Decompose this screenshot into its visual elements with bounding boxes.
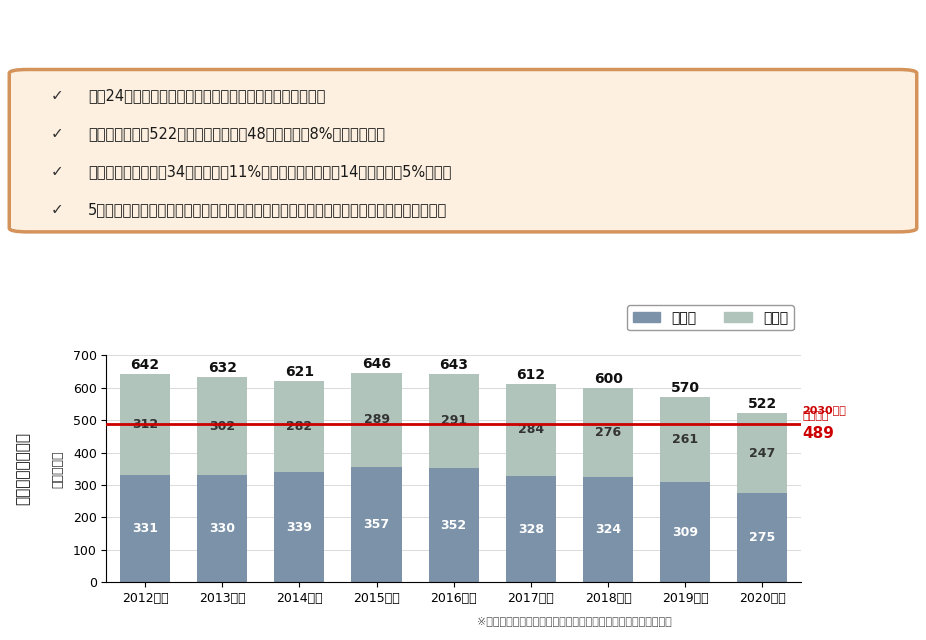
Text: 312: 312 xyxy=(132,418,158,431)
Text: 302: 302 xyxy=(209,420,235,433)
Text: 261: 261 xyxy=(672,433,698,446)
Text: 276: 276 xyxy=(595,426,621,439)
Bar xyxy=(737,493,787,582)
Bar xyxy=(737,413,787,493)
Text: 平成24年度より、食品ロスの発生量の詳細な推計を実施。: 平成24年度より、食品ロスの発生量の詳細な推計を実施。 xyxy=(88,88,325,104)
Bar xyxy=(506,384,556,476)
Text: ✓: ✓ xyxy=(51,202,64,217)
Legend: 事業系, 家庭系: 事業系, 家庭系 xyxy=(627,305,795,330)
Text: 357: 357 xyxy=(364,518,390,531)
Bar xyxy=(197,377,247,476)
Bar xyxy=(583,388,633,477)
Text: 570: 570 xyxy=(670,381,700,396)
Text: 600: 600 xyxy=(594,372,622,386)
Text: 内訳は、事業系が約34万トン（約11%）減少、家庭系が約14万トン（約5%）減少: 内訳は、事業系が約34万トン（約11%）減少、家庭系が約14万トン（約5%）減少 xyxy=(88,164,451,179)
Text: 489: 489 xyxy=(803,426,834,442)
Bar xyxy=(429,468,479,582)
Text: 291: 291 xyxy=(441,415,467,428)
Bar xyxy=(583,477,633,582)
Bar xyxy=(197,476,247,582)
Text: 330: 330 xyxy=(209,522,235,535)
Bar xyxy=(660,397,710,482)
Text: 282: 282 xyxy=(286,420,312,433)
Text: 食品ロスの発生量: 食品ロスの発生量 xyxy=(16,432,31,506)
Text: 令和２年度は約522万トンと、前年比48万トン（約8%）減少した。: 令和２年度は約522万トンと、前年比48万トン（約8%）減少した。 xyxy=(88,126,385,141)
Text: 339: 339 xyxy=(286,521,312,534)
Text: （万トン）: （万トン） xyxy=(51,450,64,488)
Text: 247: 247 xyxy=(749,447,776,460)
Text: 621: 621 xyxy=(285,365,314,379)
Text: 522: 522 xyxy=(748,397,777,411)
Bar xyxy=(429,374,479,468)
Bar xyxy=(120,374,170,475)
Text: 2030年度: 2030年度 xyxy=(803,404,846,415)
Bar xyxy=(660,482,710,582)
Text: 324: 324 xyxy=(595,524,621,536)
Text: 半減目標: 半減目標 xyxy=(803,411,829,421)
Text: 642: 642 xyxy=(131,358,159,372)
Text: 612: 612 xyxy=(517,368,545,382)
Bar xyxy=(274,472,324,582)
Text: ✓: ✓ xyxy=(51,126,64,141)
Text: 275: 275 xyxy=(749,531,776,544)
Text: 309: 309 xyxy=(672,525,698,539)
Text: 5年連続の減少となっているが、今後の傾向については引き続き推移を見守る必要がある。: 5年連続の減少となっているが、今後の傾向については引き続き推移を見守る必要がある… xyxy=(88,202,447,217)
Text: 328: 328 xyxy=(518,523,544,536)
Bar xyxy=(506,476,556,582)
Text: 352: 352 xyxy=(441,519,467,532)
Text: 646: 646 xyxy=(362,356,391,371)
Text: 632: 632 xyxy=(207,362,237,375)
Bar xyxy=(120,475,170,582)
Bar xyxy=(352,372,402,467)
Text: ✓: ✓ xyxy=(51,164,64,179)
Text: ※端数処理により合計と内訳の計が一致しないことがあります。: ※端数処理により合計と内訳の計が一致しないことがあります。 xyxy=(477,616,671,626)
Text: 643: 643 xyxy=(439,358,469,372)
FancyBboxPatch shape xyxy=(9,70,917,232)
Text: 284: 284 xyxy=(518,423,544,436)
Bar xyxy=(352,467,402,582)
Text: 331: 331 xyxy=(132,522,158,535)
Text: 我が国の食品ロスの発生量の推移: 我が国の食品ロスの発生量の推移 xyxy=(357,15,569,39)
Text: ✓: ✓ xyxy=(51,88,64,104)
Bar xyxy=(274,381,324,472)
Text: 289: 289 xyxy=(364,413,390,426)
